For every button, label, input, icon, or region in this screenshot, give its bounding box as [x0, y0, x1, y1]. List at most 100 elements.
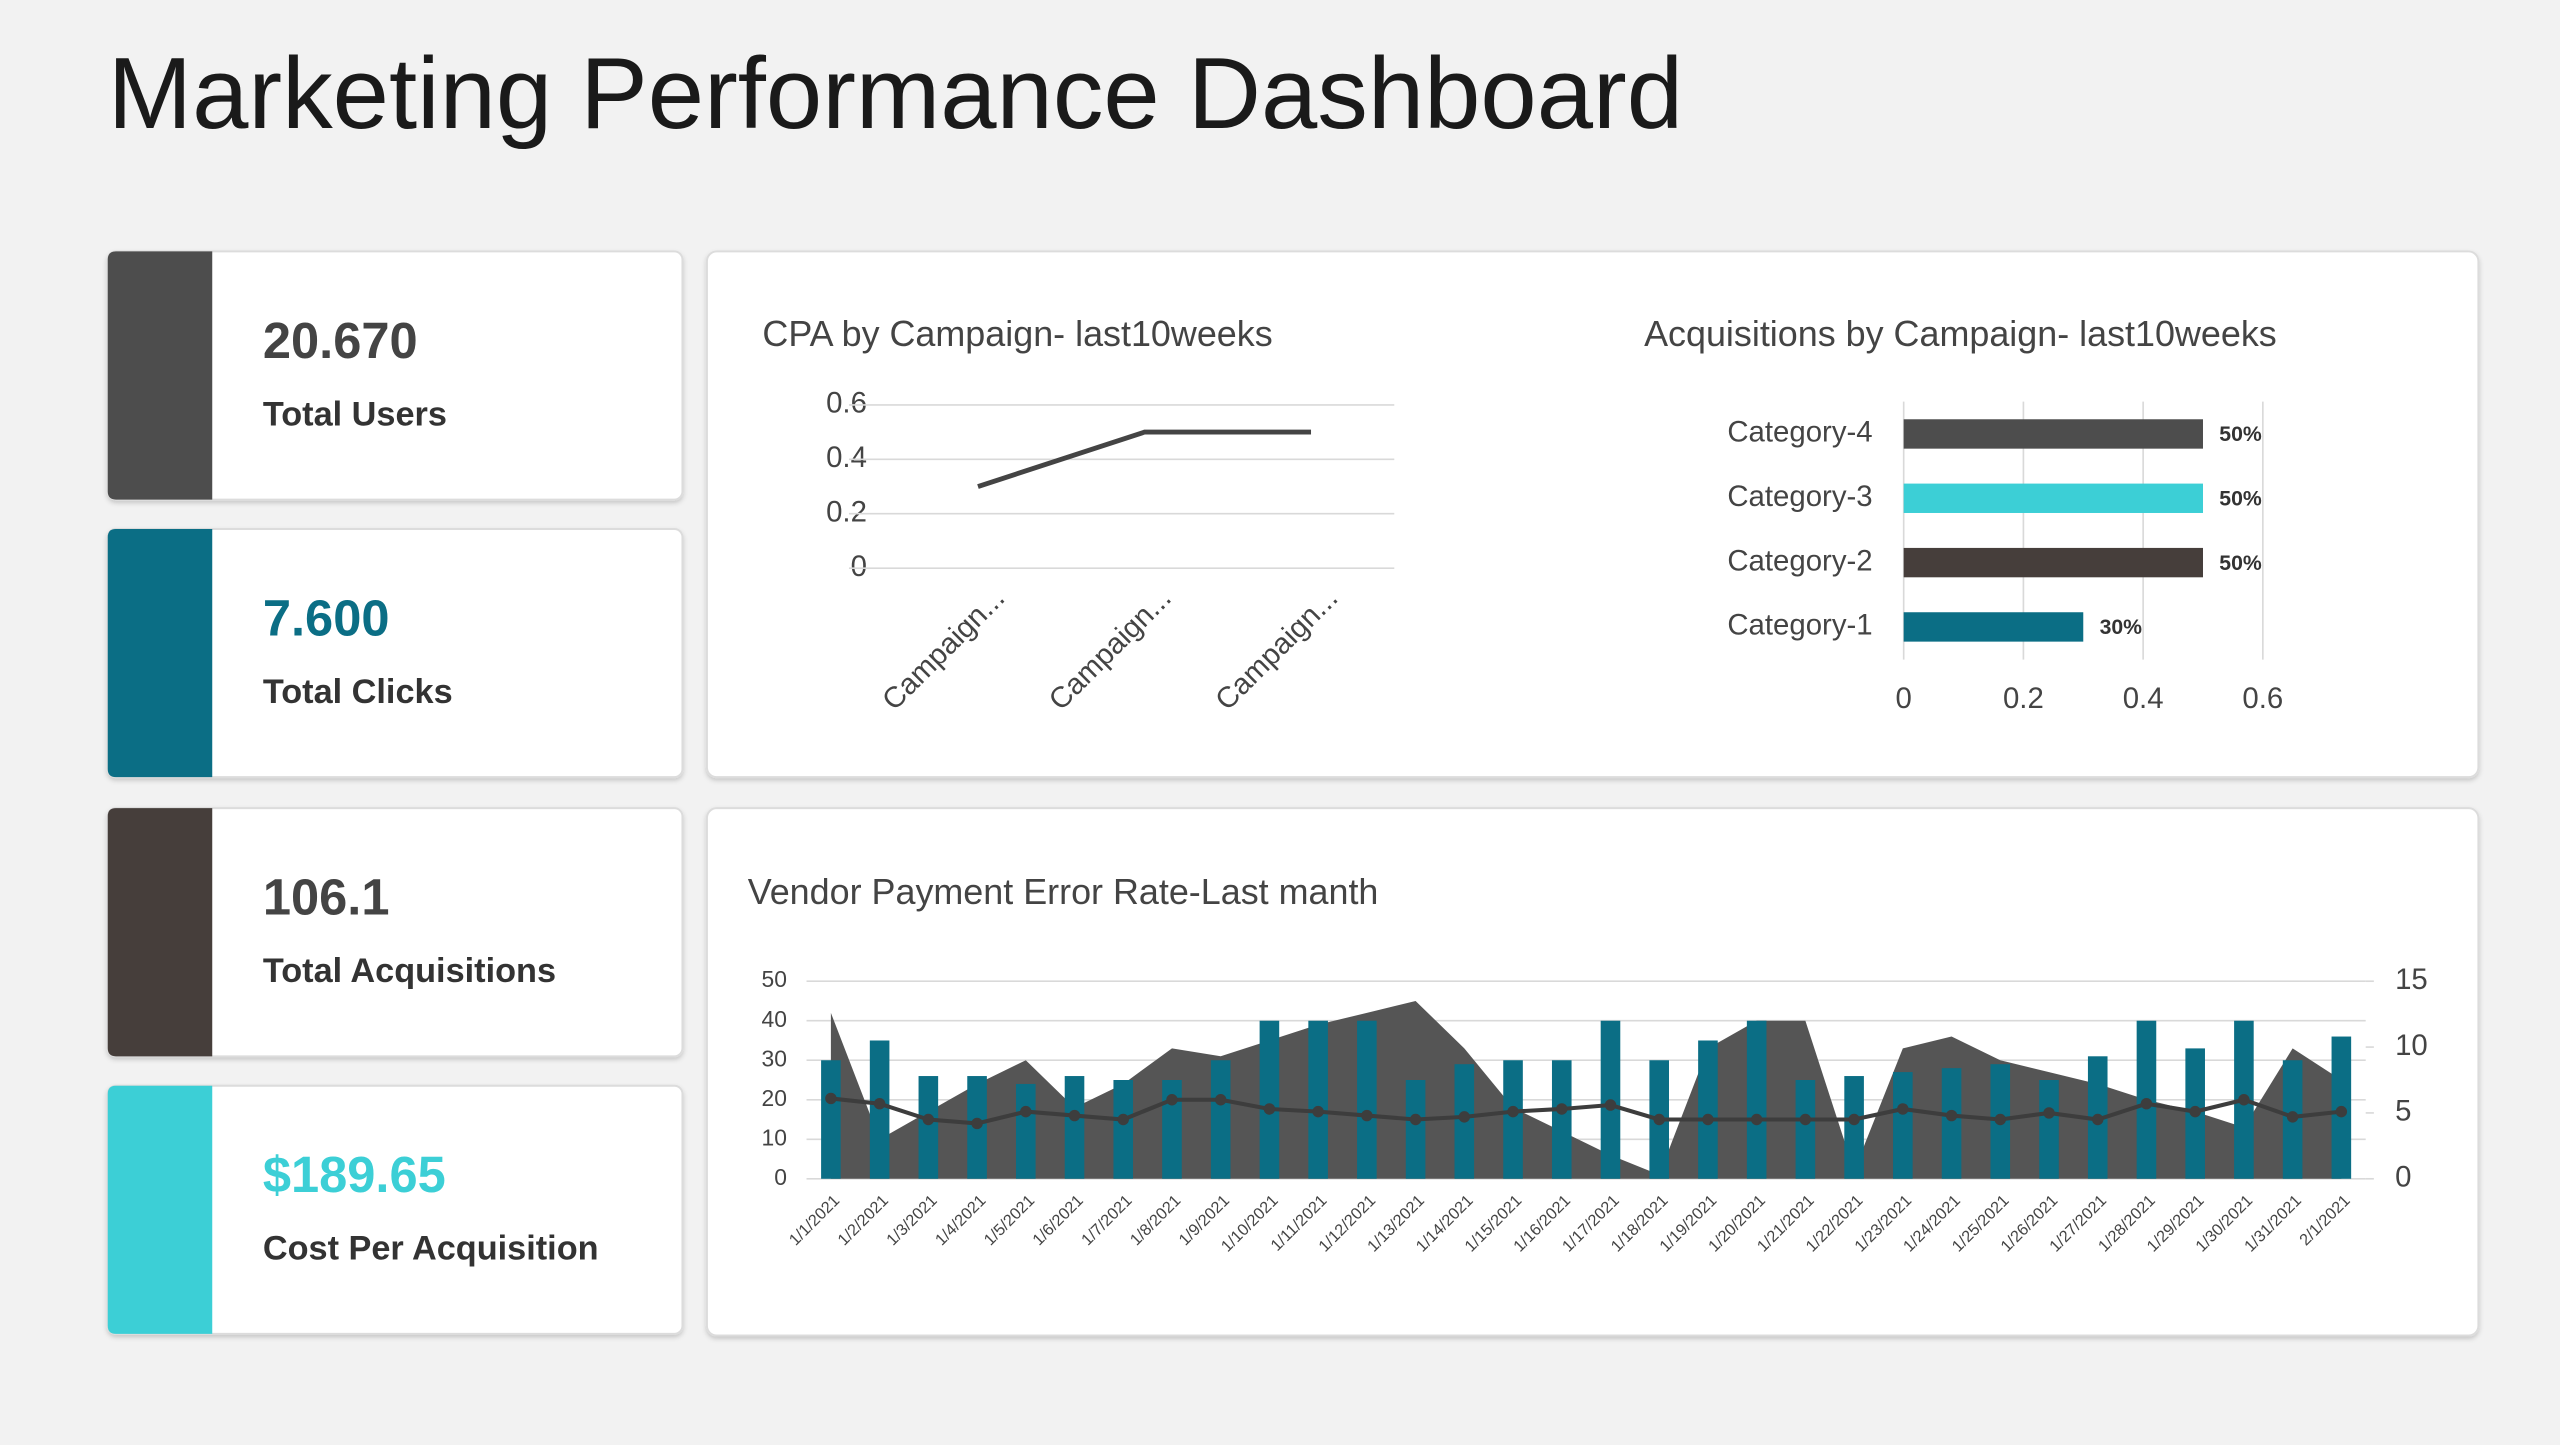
bar: [1015, 1083, 1036, 1179]
kpi-strip: [107, 1085, 213, 1334]
line-marker: [1702, 1113, 1714, 1126]
kpi-label: Total Clicks: [263, 673, 453, 711]
value-label: 50%: [2219, 552, 2262, 575]
kpi-strip: [107, 808, 213, 1057]
bar: [1844, 1076, 1864, 1179]
line-marker: [1848, 1113, 1860, 1126]
line-marker: [1945, 1109, 1958, 1122]
y2-tick-label: 5: [2395, 1095, 2411, 1128]
bar: [1903, 419, 2203, 449]
bar: [1113, 1080, 1134, 1179]
bar: [1746, 1020, 1767, 1179]
bar: [1405, 1080, 1426, 1179]
bar: [1210, 1060, 1231, 1179]
bar: [1893, 1072, 1913, 1179]
line-marker: [1214, 1094, 1227, 1106]
y-tick-label: 0: [851, 550, 867, 583]
bar: [821, 1060, 841, 1179]
value-label: 50%: [2219, 488, 2262, 511]
y-tick-label: 10: [762, 1124, 787, 1150]
kpi-strip: [107, 528, 213, 778]
bar: [1357, 1020, 1377, 1179]
line-marker: [1556, 1103, 1568, 1115]
y-tick-label: Category-4: [1727, 416, 1872, 449]
line-marker: [1994, 1113, 2006, 1126]
line-marker: [2286, 1111, 2299, 1123]
bar: [1903, 547, 2203, 578]
line-marker: [971, 1117, 983, 1130]
bar: [869, 1040, 890, 1179]
bar: [1795, 1080, 1816, 1179]
line-marker: [1507, 1105, 1519, 1118]
y-tick-label: 30: [762, 1045, 787, 1071]
kpi-value: 7.600: [263, 589, 390, 646]
bar: [1162, 1080, 1182, 1179]
kpi-strip: [107, 251, 213, 500]
line-marker: [1458, 1111, 1471, 1123]
line-marker: [1409, 1113, 1422, 1126]
panel: [705, 807, 2480, 1337]
line-marker: [2335, 1105, 2348, 1118]
value-label: 30%: [2100, 616, 2143, 639]
bar: [1941, 1068, 1962, 1179]
line-marker: [2043, 1107, 2055, 1119]
y-tick-label: 0: [774, 1164, 787, 1190]
kpi-value: 20.670: [263, 312, 418, 369]
line-marker: [1897, 1103, 1909, 1115]
chart-title: Vendor Payment Error Rate-Last manth: [748, 871, 1379, 912]
line-marker: [1604, 1099, 1617, 1111]
line-marker: [1020, 1105, 1032, 1118]
line-marker: [1799, 1113, 1812, 1126]
kpi-value: $189.65: [263, 1146, 446, 1203]
area: [830, 1000, 2342, 1179]
line-marker: [1312, 1105, 1324, 1118]
y-tick-label: 0.2: [826, 496, 867, 529]
y2-tick-label: 15: [2395, 963, 2428, 996]
line: [830, 1096, 2342, 1126]
line-marker: [873, 1097, 886, 1110]
line-marker: [2238, 1094, 2250, 1106]
bar: [1551, 1060, 1572, 1179]
line: [977, 429, 1312, 489]
bar: [1698, 1040, 1718, 1179]
bar: [2039, 1080, 2059, 1179]
y-tick-label: Category-1: [1727, 609, 1872, 642]
chart-title: Acquisitions by Campaign- last10weeks: [1644, 313, 2277, 354]
x-tick-label: 0.2: [2003, 682, 2044, 715]
x-tick-label: 0.4: [2123, 682, 2164, 715]
y-tick-label: 0.4: [826, 441, 867, 474]
line-marker: [1361, 1109, 1373, 1122]
y-tick-label: 40: [762, 1006, 787, 1032]
chart-title: CPA by Campaign- last10weeks: [762, 313, 1272, 354]
kpi-label: Total Users: [263, 395, 447, 433]
y-tick-label: 0.6: [826, 387, 867, 420]
line-marker: [1117, 1113, 1129, 1126]
bar: [1903, 483, 2203, 513]
line-marker: [2140, 1097, 2153, 1110]
y-tick-label: Category-3: [1727, 480, 1872, 513]
page-title: Marketing Performance Dashboard: [108, 37, 1683, 150]
line-marker: [2189, 1105, 2201, 1118]
y-tick-label: 20: [762, 1085, 787, 1111]
line-marker: [1068, 1109, 1081, 1122]
y2-tick-label: 10: [2395, 1029, 2428, 1062]
x-tick-label: 0.6: [2242, 682, 2283, 715]
line-marker: [2092, 1113, 2104, 1126]
bar: [1503, 1060, 1523, 1179]
bar: [1308, 1020, 1328, 1179]
y-tick-label: 50: [762, 966, 787, 992]
line-marker: [1750, 1113, 1763, 1126]
kpi-value: 106.1: [263, 869, 390, 926]
bar: [1064, 1076, 1085, 1179]
bar: [1259, 1020, 1280, 1179]
line-marker: [1263, 1103, 1276, 1115]
bar: [918, 1076, 939, 1179]
value-label: 50%: [2219, 423, 2262, 446]
line-marker: [1653, 1113, 1665, 1126]
y-tick-label: Category-2: [1727, 544, 1872, 577]
kpi-label: Total Acquisitions: [263, 952, 556, 990]
x-tick-label: 0: [1896, 682, 1912, 715]
line-marker: [825, 1092, 837, 1105]
